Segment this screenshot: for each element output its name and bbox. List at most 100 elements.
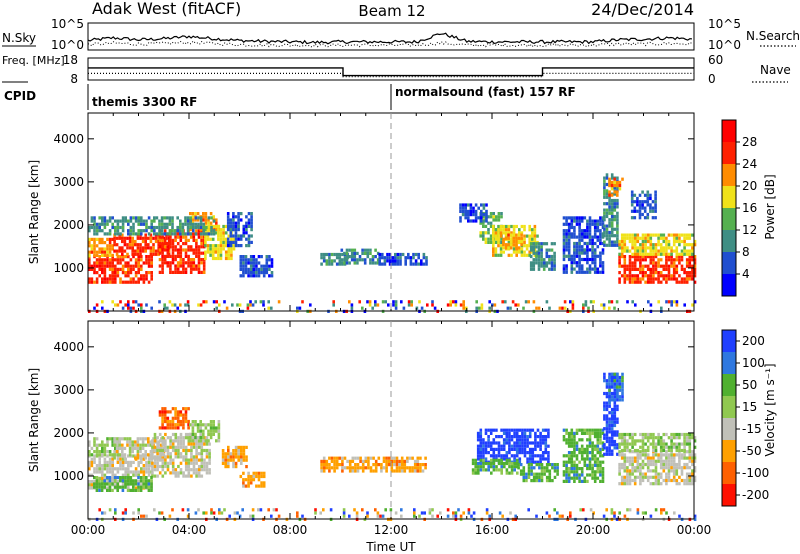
power-panel-cell [610,208,614,212]
velocity-panel-cell [215,426,218,430]
power-panel-cell [176,306,179,310]
power-panel-cell [667,239,671,244]
power-panel-cell [111,280,114,284]
velocity-panel-cell [608,395,611,399]
velocity-panel-cell [527,472,531,476]
velocity-panel-cell [131,446,134,450]
velocity-panel-cell [128,443,132,447]
power-panel-cell [123,239,127,244]
power-panel-cell [171,258,175,262]
velocity-panel-cell [489,444,493,448]
power-panel-cell [250,240,253,244]
power-panel-cell [119,267,122,271]
power-panel-cell [472,219,475,223]
power-panel-cell [153,219,156,223]
power-panel-cell [202,267,206,271]
velocity-panel-cell [505,468,509,472]
power-panel-cell [400,300,403,304]
power-panel-cell [90,267,94,271]
power-panel-cell [641,274,645,278]
power-panel-cell [578,267,581,271]
velocity-panel-cell [618,398,622,402]
velocity-panel-cell [191,432,195,436]
power-panel-cell [103,271,107,275]
velocity-panel-cell [678,442,681,446]
velocity-panel-cell [182,419,185,424]
velocity-panel-cell [659,436,663,440]
power-panel-cell [127,264,130,268]
velocity-panel-cell [646,478,650,483]
velocity-panel-cell [641,478,645,483]
velocity-panel-cell [588,460,592,464]
velocity-panel-cell [124,470,127,474]
velocity-panel-cell [515,428,519,432]
power-panel-cell [145,261,148,265]
power-panel-cell [537,245,541,249]
velocity-panel-cell [505,431,509,435]
noise-series-solid [87,32,692,45]
velocity-panel-cell [508,458,511,462]
velocity-panel-cell [245,458,248,462]
velocity-panel-cell [641,462,645,467]
velocity-panel-cell [90,446,94,450]
power-panel-cell [462,306,465,310]
velocity-panel-cell [234,455,238,459]
power-panel-region-18 [603,173,619,247]
velocity-panel-cell [149,440,153,444]
power-panel-cell [532,242,536,246]
velocity-panel-cell [508,441,511,445]
power-panel-cell [249,255,253,259]
velocity-panel-cell [659,448,663,453]
power-panel-cell [593,225,597,230]
velocity-panel-cell [203,458,206,462]
velocity-panel-cell [518,457,522,461]
power-panel-cell [226,244,230,248]
power-panel-cell [562,241,566,246]
power-panel-cell [596,235,600,239]
velocity-panel-cell [680,453,684,457]
velocity-panel-cell [346,459,349,463]
power-panel-cell [174,264,177,268]
power-panel-cell [134,258,138,262]
velocity-panel-cell [400,508,403,512]
velocity-panel-cell [567,454,571,458]
power-panel-cell [114,232,117,236]
power-panel-cell [410,303,413,307]
colorbar-tick-label: 12 [742,223,757,237]
velocity-panel-cell [495,447,498,451]
colorbar-swatch [722,374,736,397]
velocity-panel-cell [116,453,120,457]
power-panel-cell [670,258,673,262]
power-panel-cell [691,258,694,262]
velocity-panel-cell [623,448,627,453]
velocity-panel-cell [111,480,114,484]
velocity-panel-cell [380,463,383,467]
velocity-panel-cell [182,445,185,449]
velocity-panel-cell [565,441,568,445]
power-panel-cell [626,267,629,271]
velocity-panel-cell [194,436,197,440]
velocity-panel-cell [500,471,503,475]
velocity-panel-cell [683,432,686,437]
power-panel-cell [602,306,606,310]
power-panel-cell [693,255,697,259]
velocity-panel-cell [654,442,658,446]
power-panel-cell [158,245,162,249]
power-panel-cell [654,264,658,268]
power-panel-cell [652,267,655,271]
velocity-panel-cell [199,429,202,433]
velocity-panel-cell [693,466,697,470]
velocity-panel-cell [232,452,235,456]
velocity-panel-cell [672,466,676,470]
velocity-panel-cell [366,514,369,518]
power-panel-cell [628,271,632,275]
power-panel-cell [95,303,99,307]
velocity-panel-cell [551,463,554,467]
power-panel-cell [586,222,589,226]
power-panel-cell [649,233,653,237]
velocity-panel-cell [174,416,177,420]
velocity-panel-cell [662,453,666,457]
velocity-panel-cell [631,478,634,483]
velocity-panel-cell [90,480,94,484]
power-panel-cell [181,225,185,230]
